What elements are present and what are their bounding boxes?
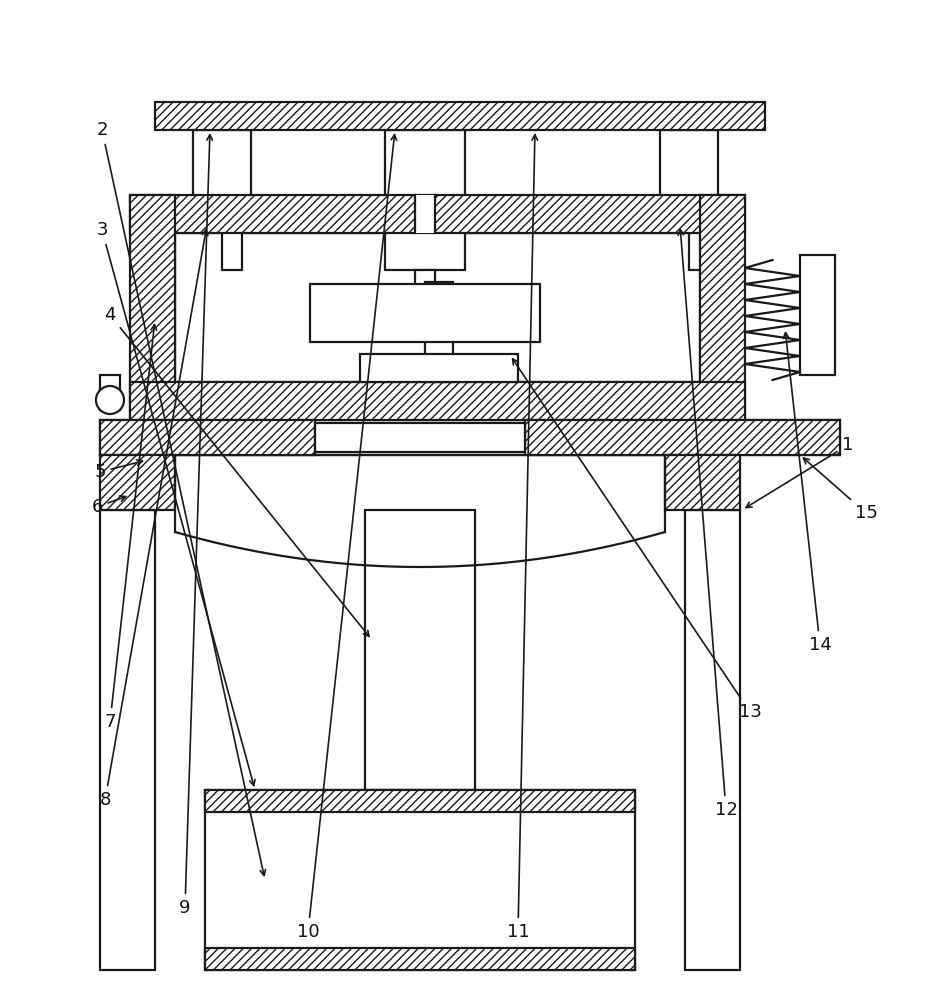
Text: 9: 9 (179, 135, 212, 917)
Bar (100, 420, 315, 455)
Text: 13: 13 (512, 359, 762, 721)
Text: 6: 6 (91, 496, 126, 516)
Text: 7: 7 (104, 325, 156, 731)
Text: 4: 4 (104, 306, 369, 636)
Text: 14: 14 (783, 333, 831, 654)
Bar (660, 130, 718, 225)
Bar (205, 948, 635, 970)
Bar (193, 130, 251, 225)
Text: 8: 8 (100, 230, 208, 809)
Text: 11: 11 (507, 135, 538, 941)
Bar (222, 210, 242, 270)
Bar (425, 282, 453, 382)
Bar (385, 130, 465, 270)
Bar (800, 255, 835, 375)
Circle shape (96, 386, 124, 414)
Bar (130, 382, 745, 420)
Bar (415, 270, 435, 320)
Bar (155, 102, 765, 130)
Text: 1: 1 (746, 436, 854, 508)
Bar (685, 510, 740, 970)
Bar (100, 455, 175, 510)
Bar (130, 195, 745, 233)
Bar (365, 510, 475, 790)
Text: 15: 15 (804, 458, 877, 522)
Text: 2: 2 (96, 121, 266, 875)
Bar (700, 195, 745, 420)
Bar (665, 455, 740, 510)
Bar (315, 423, 525, 452)
Bar (415, 195, 435, 233)
Bar (100, 375, 120, 410)
Bar (360, 354, 518, 382)
Bar (130, 195, 175, 420)
Bar (310, 284, 540, 342)
Bar (100, 420, 840, 455)
Text: 3: 3 (96, 221, 255, 786)
Bar (525, 420, 840, 455)
Bar (100, 510, 155, 970)
Text: 12: 12 (678, 230, 737, 819)
Text: 5: 5 (94, 460, 142, 481)
Bar (175, 233, 700, 382)
Bar (205, 790, 635, 812)
Text: 10: 10 (297, 135, 397, 941)
Bar (205, 790, 635, 970)
Bar (689, 210, 709, 270)
